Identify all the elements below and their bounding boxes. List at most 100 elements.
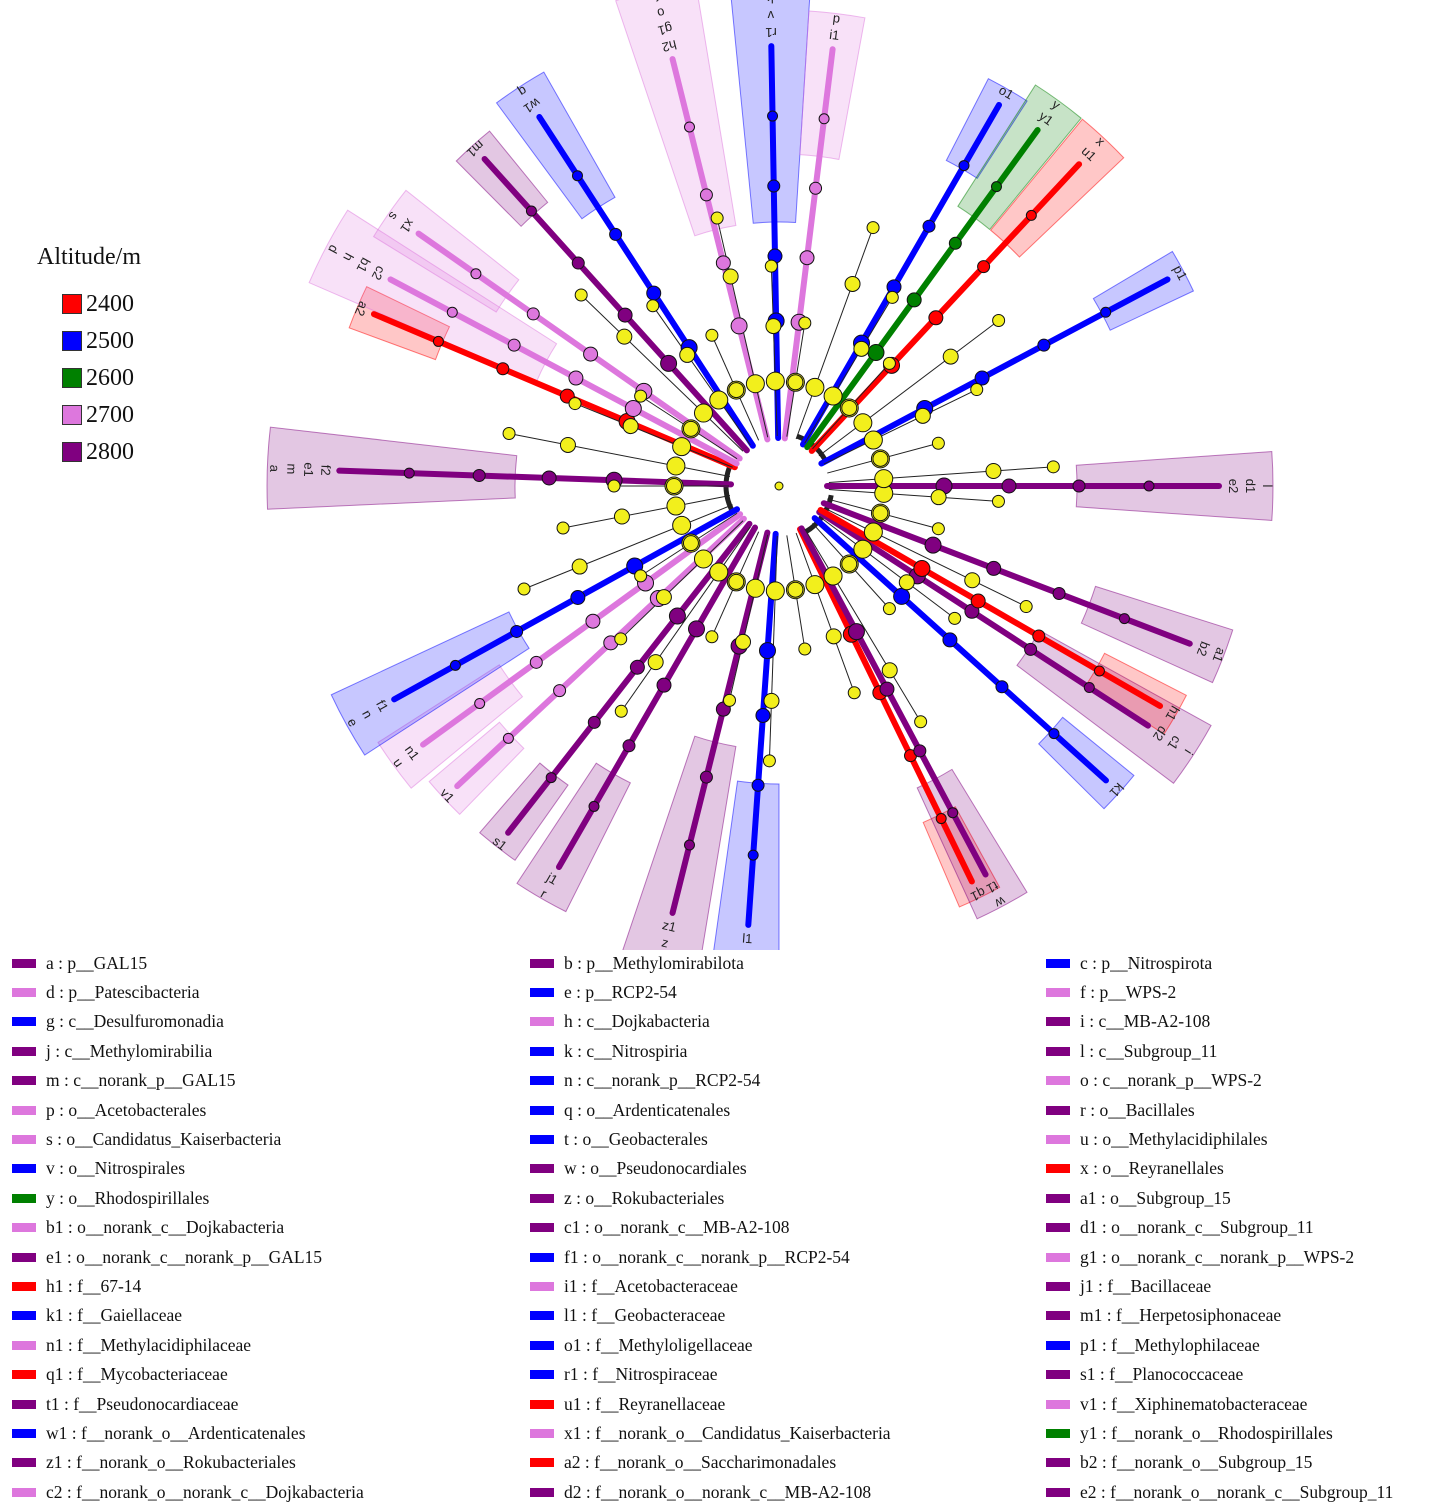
neutral-node <box>559 436 576 453</box>
legend-entry-r1: r1 : f__Nitrospiraceae <box>530 1363 718 1387</box>
neutral-branch <box>818 515 956 619</box>
legend-entry-m1: m1 : f__Herpetosiphonaceae <box>1046 1304 1281 1328</box>
legend-entry-text: n : c__norank_p__RCP2-54 <box>564 1070 761 1091</box>
neutral-node <box>705 328 719 342</box>
legend-entry-text: h1 : f__67-14 <box>46 1275 142 1296</box>
legend-entry-text: s : o__Candidatus_Kaiserbacteria <box>46 1128 282 1149</box>
legend-entry-swatch <box>1046 1340 1070 1350</box>
legend-entry-k: k : c__Nitrospiria <box>530 1039 687 1063</box>
biomarker-node <box>767 110 779 122</box>
clade-label: i <box>1182 747 1196 758</box>
clade-highlight <box>713 780 780 950</box>
clade-highlight <box>330 611 530 756</box>
legend-entry-q: q : o__Ardenticatenales <box>530 1098 730 1122</box>
biomarker-node <box>571 170 583 182</box>
biomarker-node <box>529 655 543 669</box>
neutral-node <box>847 686 861 700</box>
neutral-node <box>841 556 858 573</box>
legend-entry-swatch <box>530 1399 554 1409</box>
legend-entry-text: y1 : f__norank_o__Rhodospirillales <box>1080 1422 1333 1443</box>
biomarker-node <box>1001 478 1017 494</box>
legend-entry-swatch <box>530 958 554 968</box>
neutral-node <box>693 403 713 423</box>
clade-label: l1 <box>742 931 753 947</box>
neutral-node <box>634 569 648 583</box>
legend-entry-text: k : c__Nitrospiria <box>564 1040 688 1061</box>
biomarker-node <box>879 681 895 697</box>
clade-label: b2 <box>1194 639 1213 658</box>
legend-entry-k1: k1 : f__Gaiellaceae <box>12 1304 182 1328</box>
legend-entry-text: t : o__Geobacterales <box>564 1128 708 1149</box>
legend-entry-swatch <box>12 1281 36 1291</box>
legend-item-2700: 2700 <box>62 402 134 428</box>
legend-entry-swatch <box>1046 1076 1070 1086</box>
legend-entry-swatch <box>1046 1487 1070 1497</box>
legend-entry-text: c1 : o__norank_c__MB-A2-108 <box>564 1217 790 1238</box>
neutral-node <box>866 221 880 235</box>
biomarker-node <box>545 772 557 784</box>
biomarker-node <box>629 659 645 675</box>
neutral-node <box>930 489 947 506</box>
neutral-node <box>805 575 825 595</box>
legend-entry-text: l1 : f__Geobacteraceae <box>564 1305 726 1326</box>
biomarker-node <box>470 268 482 280</box>
biomarker-node <box>906 292 922 308</box>
biomarker-node <box>751 778 765 792</box>
legend-entry-swatch <box>530 1076 554 1086</box>
biomarker-node <box>660 354 678 372</box>
legend-entry-text: o : c__norank_p__WPS-2 <box>1080 1070 1262 1091</box>
legend-entry-text: b : p__Methylomirabilota <box>564 952 744 973</box>
legend-entry-e2: e2 : f__norank_o__norank_c__Subgroup_11 <box>1046 1480 1393 1504</box>
neutral-node <box>722 268 739 285</box>
legend-entry-q1: q1 : f__Mycobacteriaceae <box>12 1363 228 1387</box>
legend-entry-text: h : c__Dojkabacteria <box>564 1011 710 1032</box>
neutral-branch <box>823 389 977 465</box>
legend-entry-swatch <box>1046 1428 1070 1438</box>
clade-label: a <box>267 465 282 474</box>
neutral-node <box>823 566 843 586</box>
legend-entry-text: m : c__norank_p__GAL15 <box>46 1070 236 1091</box>
neutral-node <box>666 456 686 476</box>
biomarker-node <box>990 181 1002 193</box>
clade-label: a2 <box>352 299 371 318</box>
neutral-node <box>853 539 873 559</box>
legend-entry-p1: p1 : f__Methylophilaceae <box>1046 1333 1260 1357</box>
legend-entry-text: p1 : f__Methylophilaceae <box>1080 1334 1260 1355</box>
neutral-node <box>882 356 896 370</box>
legend-entry-y1: y1 : f__norank_o__Rhodospirillales <box>1046 1421 1333 1445</box>
neutral-node <box>1019 600 1033 614</box>
legend-entry-p: p : o__Acetobacterales <box>12 1098 206 1122</box>
legend-entry-text: j : c__Methylomirabilia <box>46 1040 213 1061</box>
biomarker-node <box>942 632 958 648</box>
biomarker-node <box>974 370 990 386</box>
biomarker-node <box>587 715 601 729</box>
biomarker-node <box>668 607 686 625</box>
neutral-node <box>874 469 894 489</box>
legend-entry-c2: c2 : f__norank_o__norank_c__Dojkabacteri… <box>12 1480 364 1504</box>
legend-entry-e1: e1 : o__norank_c__norank_p__GAL15 <box>12 1245 322 1269</box>
clade-label: l <box>1260 485 1275 488</box>
legend-entry-text: r : o__Bacillales <box>1080 1099 1195 1120</box>
biomarker-node <box>767 179 781 193</box>
neutral-node <box>931 436 945 450</box>
legend-entry-g: g : c__Desulfuromonadia <box>12 1010 224 1034</box>
legend-entry-text: c : p__Nitrospirota <box>1080 952 1213 973</box>
legend-entry-l: l : c__Subgroup_11 <box>1046 1039 1217 1063</box>
neutral-node <box>666 496 686 516</box>
legend-entry-t: t : o__Geobacterales <box>530 1127 708 1151</box>
biomarker-node <box>588 800 600 812</box>
neutral-node <box>805 377 825 397</box>
legend-entry-text: b1 : o__norank_c__Dojkabacteria <box>46 1217 285 1238</box>
legend-entry-text: u : o__Methylacidiphilales <box>1080 1128 1268 1149</box>
biomarker-node <box>525 205 537 217</box>
legend-entry-swatch <box>530 1340 554 1350</box>
legend-entry-x: x : o__Reyranellales <box>1046 1157 1224 1181</box>
legend-entry-swatch <box>1046 1193 1070 1203</box>
clade-label: o1 <box>996 82 1016 102</box>
legend-entry-b: b : p__Methylomirabilota <box>530 951 744 975</box>
neutral-node <box>682 420 699 437</box>
neutral-node <box>991 494 1005 508</box>
legend-entry-text: k1 : f__Gaiellaceae <box>46 1305 183 1326</box>
cladogram-nodes <box>403 110 1155 861</box>
clade-label: h2 <box>660 37 678 55</box>
